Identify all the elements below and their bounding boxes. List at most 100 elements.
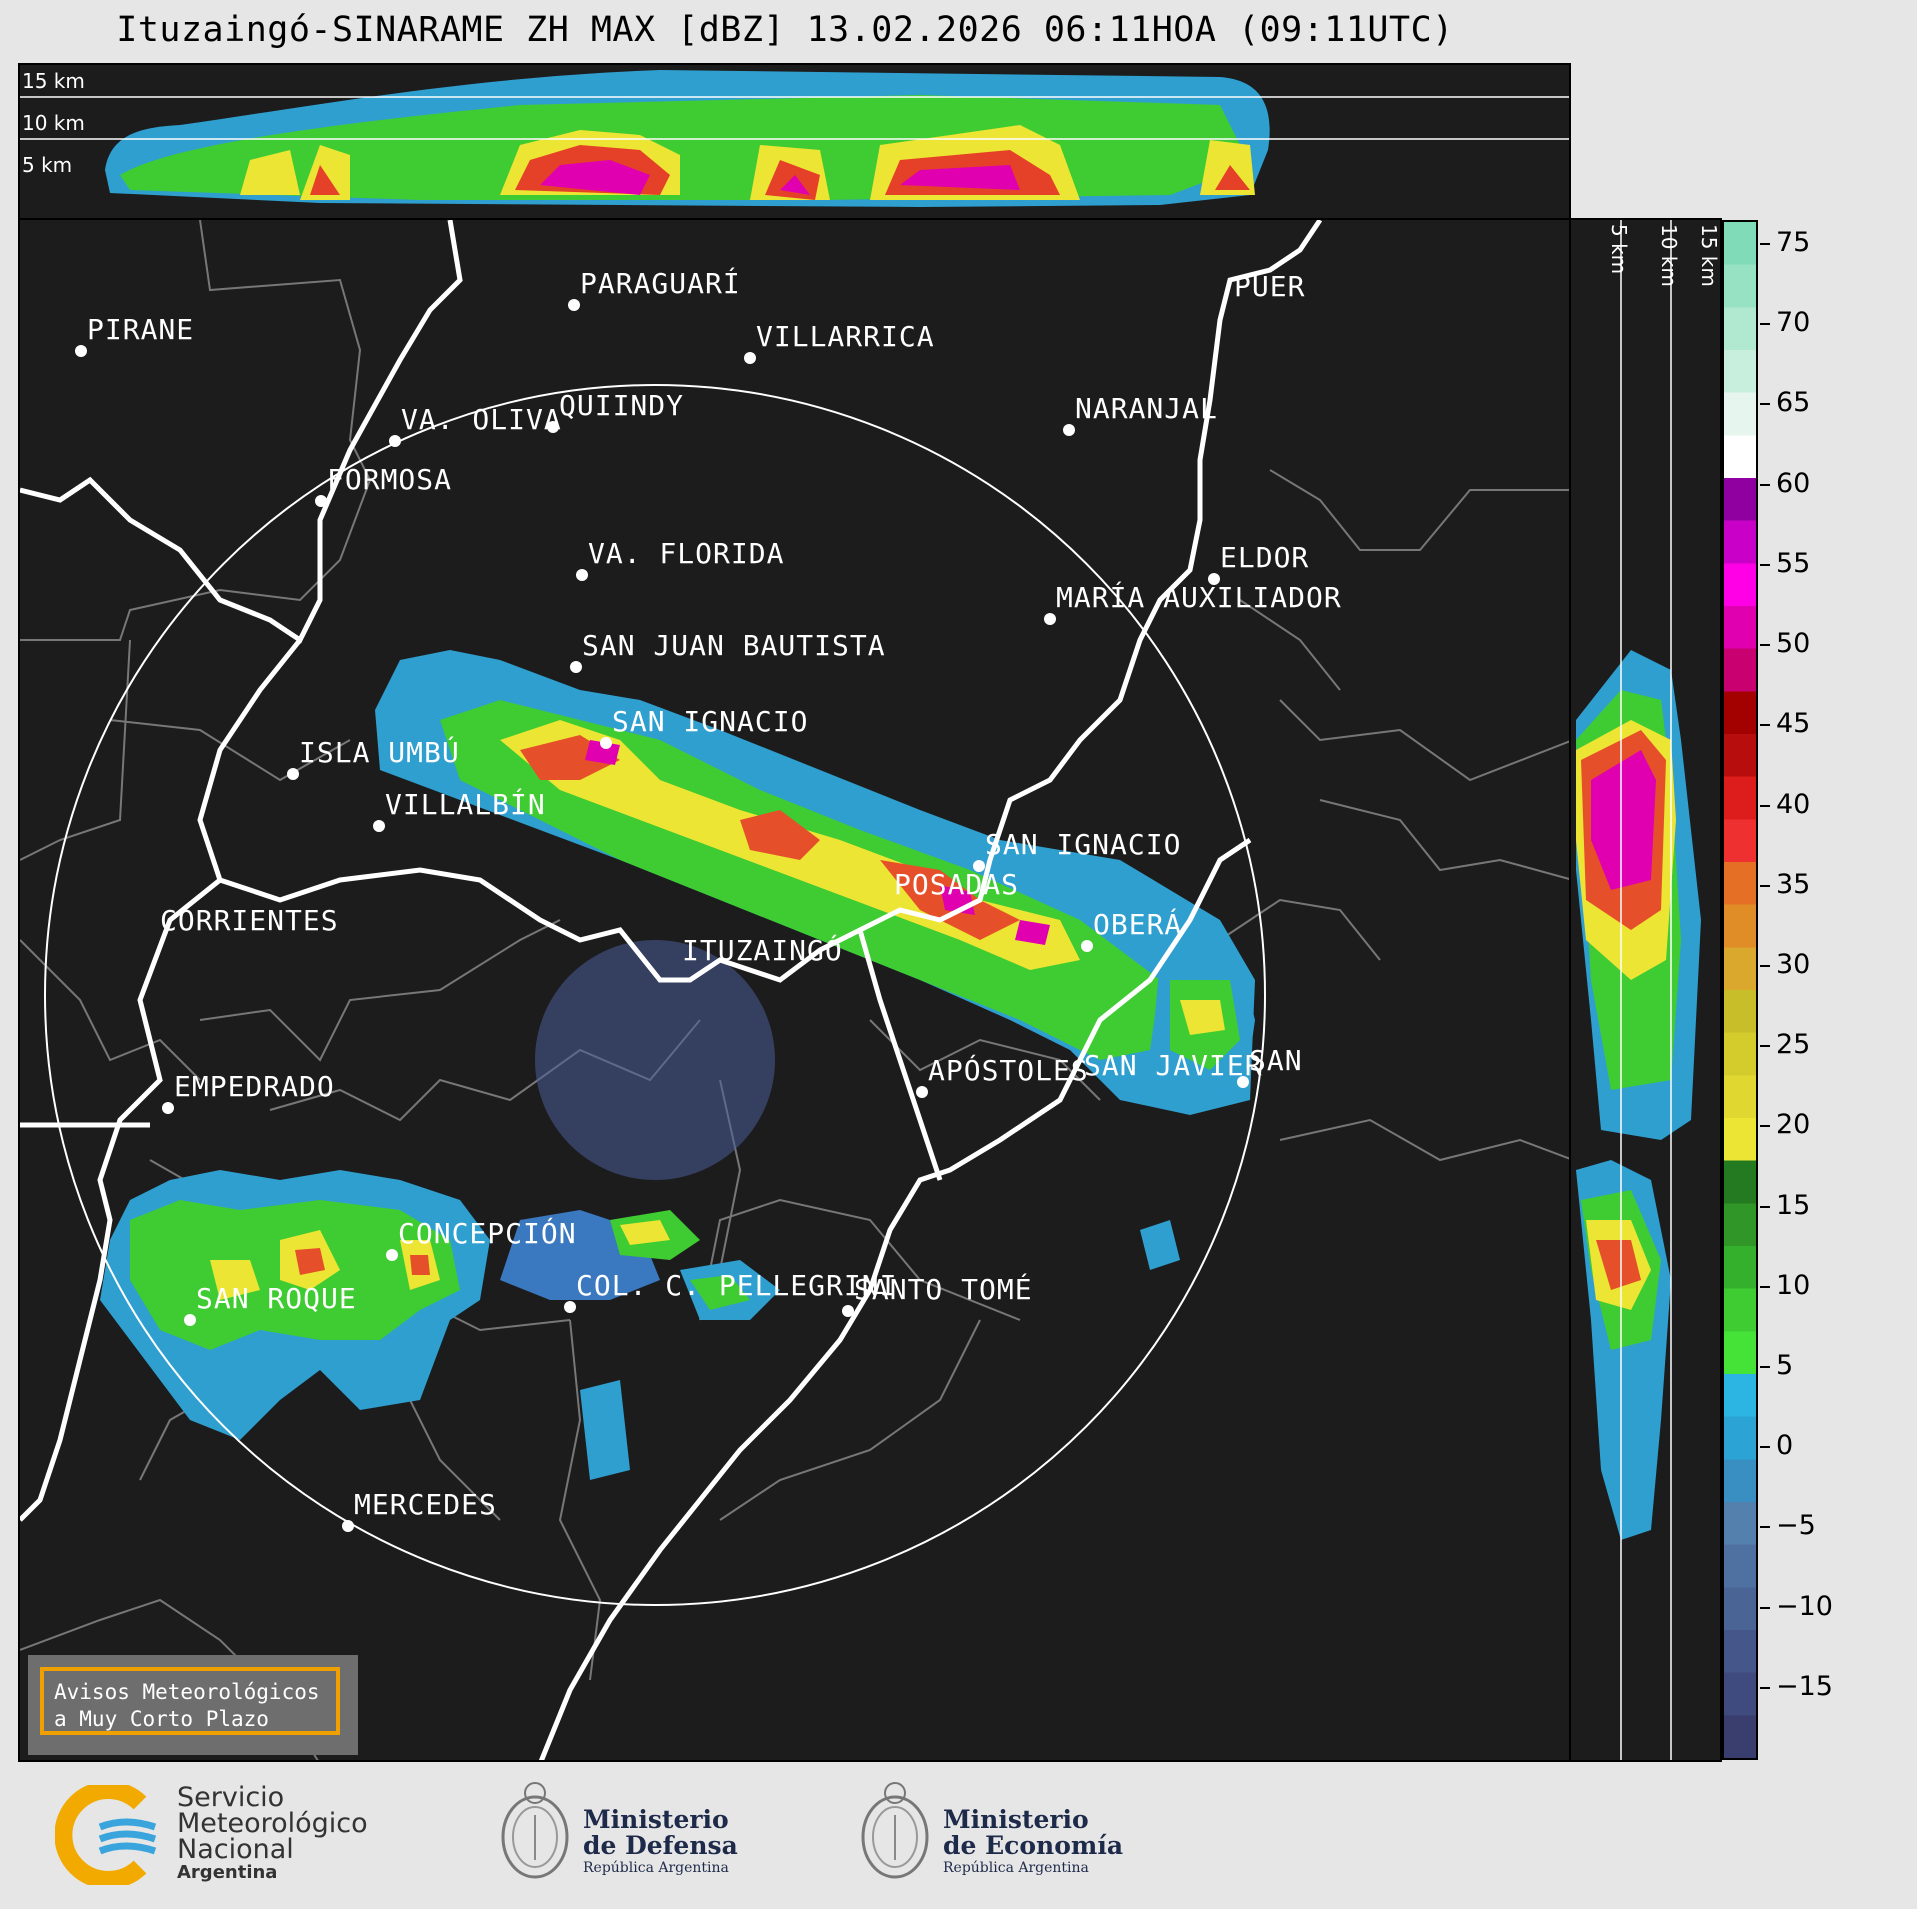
colorbar-tick bbox=[1760, 1446, 1770, 1449]
city-label-obera: OBERÁ bbox=[1093, 908, 1183, 941]
range-ring bbox=[44, 384, 1266, 1606]
colorbar-tick bbox=[1760, 243, 1770, 246]
economia-logo: Ministerio de Economía República Argenti… bbox=[855, 1775, 1135, 1895]
city-dot bbox=[564, 1301, 576, 1313]
side-alt-label-10km: 10 km bbox=[1657, 224, 1681, 287]
city-label-pirane: PIRANE bbox=[87, 313, 195, 346]
defensa-line-3: República Argentina bbox=[583, 1860, 729, 1876]
city-dot bbox=[184, 1314, 196, 1326]
colorbar-tick-label: 35 bbox=[1776, 868, 1811, 900]
smn-line-3: Nacional bbox=[177, 1834, 294, 1865]
radar-map: PIRANE PARAGUARÍ VILLARRICA VA. OLIVA QU… bbox=[18, 218, 1571, 1762]
city-label-san-roque: SAN ROQUE bbox=[196, 1282, 357, 1315]
city-label-empedrado: EMPEDRADO bbox=[174, 1070, 335, 1103]
colorbar-tick-label: 65 bbox=[1776, 387, 1811, 419]
colorbar-tick bbox=[1760, 1606, 1770, 1609]
coat-of-arms-icon bbox=[501, 1782, 569, 1879]
chart-title: Ituzaingó-SINARAME ZH MAX [dBZ] 13.02.20… bbox=[116, 10, 1454, 50]
city-label-san: SAN bbox=[1249, 1044, 1303, 1077]
department-borders bbox=[20, 220, 1569, 1760]
city-dot bbox=[600, 737, 612, 749]
colorbar-tick-label: 20 bbox=[1776, 1109, 1811, 1141]
notice-box[interactable]: Avisos Meteorológicos a Muy Corto Plazo bbox=[28, 1655, 358, 1755]
radar-map-layer bbox=[20, 220, 1569, 1760]
city-label-formosa: FORMOSA bbox=[327, 463, 453, 496]
city-label-puer: PUER bbox=[1234, 270, 1306, 303]
city-dot bbox=[1044, 613, 1056, 625]
city-dot bbox=[1237, 1076, 1249, 1088]
city-label-apostoles: APÓSTOLES bbox=[928, 1054, 1089, 1087]
smn-line-2: Meteorológico bbox=[177, 1808, 368, 1839]
alt-label-10km: 10 km bbox=[22, 111, 85, 135]
defensa-logo-text: Ministerio de Defensa República Argentin… bbox=[583, 1807, 738, 1877]
city-dot bbox=[568, 299, 580, 311]
city-dot bbox=[1063, 424, 1075, 436]
colorbar-tick-label: −15 bbox=[1776, 1670, 1833, 1702]
city-dot bbox=[570, 661, 582, 673]
city-label-san-ignacio-ar: SAN IGNACIO bbox=[985, 828, 1182, 861]
colorbar-tick-label: 50 bbox=[1776, 628, 1811, 660]
city-label-villalbin: VILLALBÍN bbox=[385, 788, 546, 821]
city-dot bbox=[576, 569, 588, 581]
international-borders bbox=[20, 220, 1323, 1760]
colorbar-tick-label: −5 bbox=[1776, 1510, 1816, 1542]
colorbar-tick-label: 5 bbox=[1776, 1349, 1794, 1381]
city-label-maria-auxiliador: MARÍA AUXILIADOR bbox=[1056, 581, 1342, 614]
city-dot bbox=[916, 1086, 928, 1098]
colorbar-tick-label: 55 bbox=[1776, 547, 1811, 579]
alt-label-15km: 15 km bbox=[22, 69, 85, 93]
colorbar-tick bbox=[1760, 563, 1770, 566]
city-dot bbox=[744, 352, 756, 364]
top-cross-section-echoes bbox=[20, 70, 1569, 207]
city-label-isla-umbu: ISLA UMBÚ bbox=[299, 736, 460, 769]
economia-logo-text: Ministerio de Economía República Argenti… bbox=[943, 1807, 1123, 1877]
colorbar-tick bbox=[1760, 1125, 1770, 1128]
city-dot bbox=[75, 345, 87, 357]
city-dot bbox=[342, 1520, 354, 1532]
city-label-col-c-pellegrini: COL. C. PELLEGRINI bbox=[576, 1269, 898, 1302]
defensa-line-1: Ministerio bbox=[583, 1805, 729, 1834]
defensa-line-2: de Defensa bbox=[583, 1831, 738, 1860]
colorbar-tick bbox=[1760, 1686, 1770, 1689]
colorbar-tick bbox=[1760, 1285, 1770, 1288]
city-label-eldor: ELDOR bbox=[1220, 541, 1310, 574]
city-dot bbox=[373, 820, 385, 832]
city-dot bbox=[162, 1102, 174, 1114]
colorbar-tick-label: 25 bbox=[1776, 1029, 1811, 1061]
side-alt-label-5km: 5 km bbox=[1607, 224, 1631, 275]
colorbar-tick bbox=[1760, 1526, 1770, 1529]
colorbar-tick-label: 10 bbox=[1776, 1269, 1811, 1301]
colorbar-tick-label: 40 bbox=[1776, 788, 1811, 820]
colorbar-tick bbox=[1760, 1365, 1770, 1368]
city-label-santo-tome: SANTO TOMÉ bbox=[854, 1273, 1033, 1306]
city-dot bbox=[315, 495, 327, 507]
city-dot bbox=[287, 768, 299, 780]
smn-logo: Servicio Meteorológico Nacional Argentin… bbox=[55, 1782, 395, 1885]
smn-logo-icon bbox=[55, 1785, 157, 1885]
colorbar-tick bbox=[1760, 964, 1770, 967]
city-label-corrientes: CORRIENTES bbox=[160, 904, 339, 937]
smn-line-1: Servicio bbox=[177, 1782, 285, 1813]
notice-line-2: a Muy Corto Plazo bbox=[54, 1707, 269, 1731]
colorbar-tick bbox=[1760, 483, 1770, 486]
colorbar-tick-label: 30 bbox=[1776, 948, 1811, 980]
economia-line-1: Ministerio bbox=[943, 1805, 1089, 1834]
economia-line-2: de Economía bbox=[943, 1831, 1124, 1860]
city-dot bbox=[1081, 940, 1093, 952]
city-dot bbox=[547, 421, 559, 433]
colorbar-tick bbox=[1760, 1045, 1770, 1048]
side-cross-section: 5 km 10 km 15 km bbox=[1569, 218, 1722, 1762]
notice-frame: Avisos Meteorológicos a Muy Corto Plazo bbox=[40, 1667, 340, 1735]
city-label-concepcion: CONCEPCIÓN bbox=[398, 1217, 577, 1250]
city-label-naranjal: NARANJAL bbox=[1075, 392, 1218, 425]
city-label-quiindy: QUIINDY bbox=[559, 389, 685, 422]
colorbar-tick-label: −10 bbox=[1776, 1590, 1833, 1622]
colorbar-tick-label: 15 bbox=[1776, 1189, 1811, 1221]
city-label-posadas: POSADAS bbox=[894, 868, 1020, 901]
city-label-va-florida: VA. FLORIDA bbox=[588, 537, 785, 570]
city-label-san-juan-bautista: SAN JUAN BAUTISTA bbox=[582, 629, 886, 662]
top-cross-section: 15 km 10 km 5 km bbox=[18, 63, 1571, 220]
city-label-mercedes: MERCEDES bbox=[354, 1488, 497, 1521]
city-label-ituzaingo: ITUZAINGÓ bbox=[682, 934, 843, 967]
ground-clutter bbox=[535, 940, 775, 1180]
